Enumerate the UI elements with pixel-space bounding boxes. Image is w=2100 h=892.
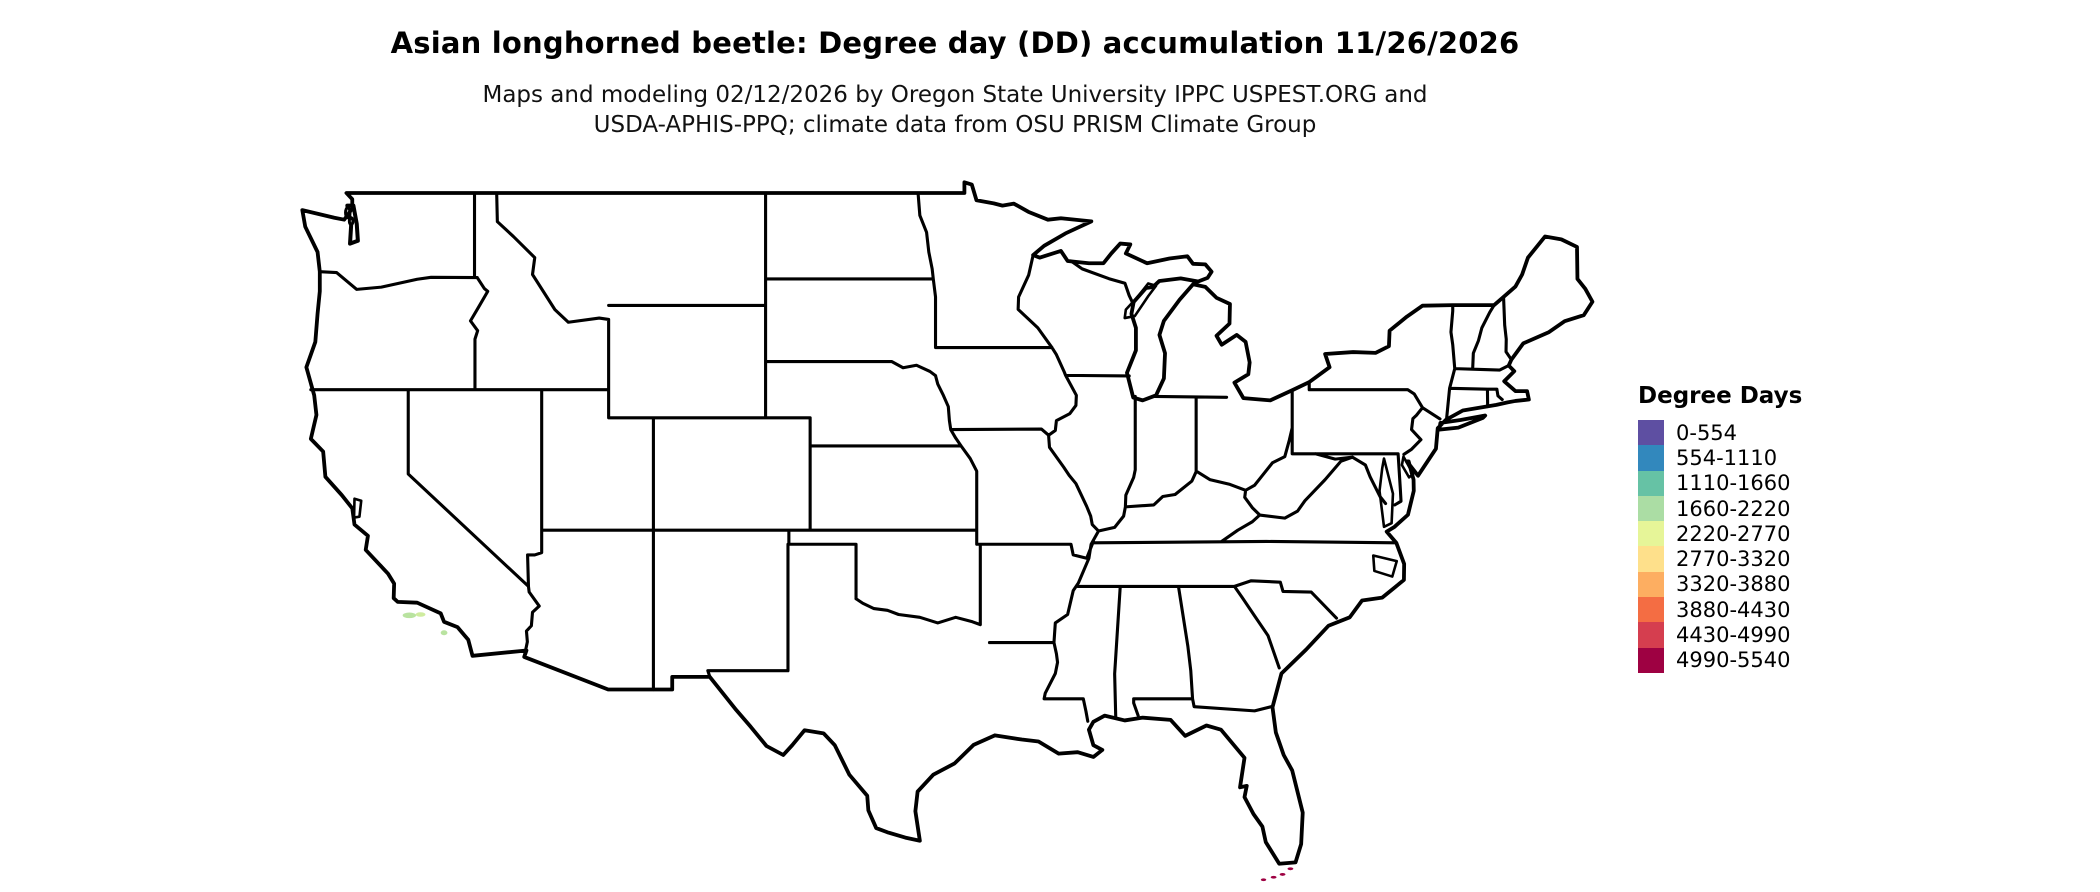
subtitle: Maps and modeling 02/12/2026 by Oregon S… bbox=[0, 80, 1910, 140]
legend: Degree Days 0-554 554-1110 1110-1660 1660-2… bbox=[1638, 383, 1802, 673]
legend-entry: 1660-2220 bbox=[1638, 495, 1802, 522]
legend-entry: 1110-1660 bbox=[1638, 470, 1802, 496]
legend-label: 554-1110 bbox=[1676, 445, 1778, 470]
legend-swatch bbox=[1638, 622, 1664, 648]
legend-entry: 0-554 bbox=[1638, 420, 1802, 446]
state-borders bbox=[311, 193, 1512, 721]
legend-label: 3880-4430 bbox=[1676, 597, 1791, 622]
legend-entry: 2220-2770 bbox=[1638, 521, 1802, 547]
legend-label: 1660-2220 bbox=[1676, 496, 1791, 521]
legend-swatch bbox=[1638, 546, 1664, 572]
legend-entry: 2770-3320 bbox=[1638, 546, 1802, 572]
legend-entry: 554-1110 bbox=[1638, 445, 1802, 471]
legend-swatch bbox=[1638, 495, 1664, 522]
legend-label: 1110-1660 bbox=[1676, 471, 1791, 496]
page-title: Asian longhorned beetle: Degree day (DD)… bbox=[390, 26, 1520, 60]
legend-entry: 4430-4990 bbox=[1638, 622, 1802, 648]
subtitle-line2: USDA-APHIS-PPQ; climate data from OSU PR… bbox=[593, 112, 1317, 138]
legend-entries: 0-554 554-1110 1110-1660 1660-2220 2220-2770… bbox=[1638, 420, 1802, 673]
legend-label: 0-554 bbox=[1676, 420, 1738, 445]
legend-label: 4990-5540 bbox=[1676, 648, 1791, 673]
legend-title: Degree Days bbox=[1638, 383, 1803, 409]
offshore-islands bbox=[402, 612, 1294, 882]
legend-entry: 3320-3880 bbox=[1638, 571, 1802, 598]
subtitle-line1: Maps and modeling 02/12/2026 by Oregon S… bbox=[482, 82, 1428, 108]
legend-swatch bbox=[1638, 420, 1664, 446]
legend-label: 2220-2770 bbox=[1676, 521, 1791, 546]
legend-swatch bbox=[1638, 445, 1664, 471]
legend-entry: 4990-5540 bbox=[1638, 647, 1802, 673]
legend-swatch bbox=[1638, 571, 1664, 598]
legend-swatch bbox=[1638, 597, 1664, 623]
legend-label: 2770-3320 bbox=[1676, 547, 1791, 572]
map-projection-group bbox=[263, 137, 1651, 892]
degree-day-raster bbox=[263, 137, 1651, 892]
legend-label: 3320-3880 bbox=[1676, 572, 1791, 597]
legend-swatch bbox=[1638, 470, 1664, 496]
legend-label: 4430-4990 bbox=[1676, 623, 1791, 648]
legend-entry: 3880-4430 bbox=[1638, 597, 1802, 623]
us-outline bbox=[302, 182, 1592, 863]
legend-swatch bbox=[1638, 647, 1664, 673]
legend-swatch bbox=[1638, 521, 1664, 547]
